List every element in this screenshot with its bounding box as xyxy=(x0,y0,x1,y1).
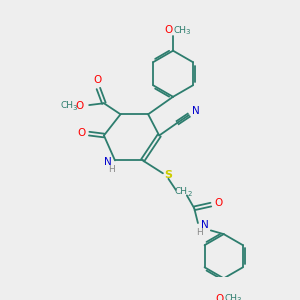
Text: CH: CH xyxy=(174,26,187,35)
Text: O: O xyxy=(164,26,172,35)
Text: H: H xyxy=(108,165,115,174)
Text: 3: 3 xyxy=(236,298,241,300)
Text: N: N xyxy=(201,220,209,230)
Text: N: N xyxy=(104,157,112,167)
Text: N: N xyxy=(192,106,200,116)
Text: 3: 3 xyxy=(72,105,77,111)
Text: O: O xyxy=(78,128,86,138)
Text: CH: CH xyxy=(175,187,188,196)
Text: O: O xyxy=(215,294,223,300)
Text: S: S xyxy=(164,170,172,180)
Text: O: O xyxy=(76,101,84,111)
Text: O: O xyxy=(214,198,222,208)
Text: 2: 2 xyxy=(188,190,192,196)
Text: 3: 3 xyxy=(185,29,190,35)
Text: H: H xyxy=(196,228,203,237)
Text: CH: CH xyxy=(225,294,238,300)
Text: CH: CH xyxy=(61,101,74,110)
Text: O: O xyxy=(93,75,102,85)
